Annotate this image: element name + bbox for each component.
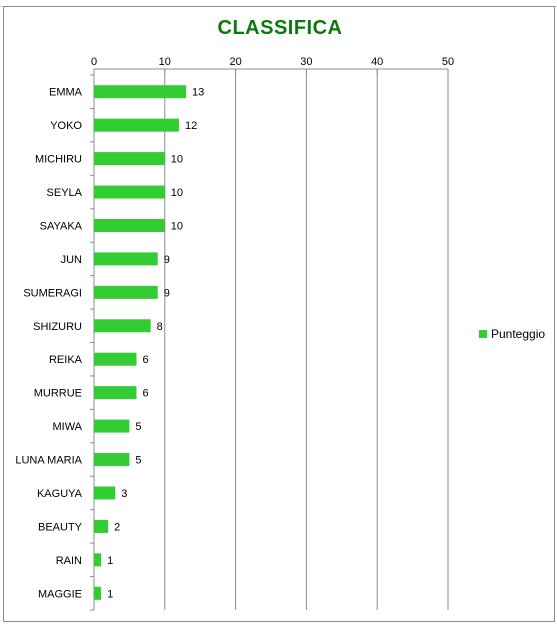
category-label: YOKO [50,120,82,132]
data-label: 2 [114,521,120,533]
data-label: 10 [171,154,183,166]
data-label: 9 [164,287,170,299]
chart-area[interactable]: CLASSIFICA 0 10 20 30 40 50 EMMA 13 YOKO 12 MICHIR… [3,6,555,622]
x-tick-label: 50 [442,56,454,68]
category-label: EMMA [49,87,83,99]
data-label: 5 [135,455,141,467]
bar [94,419,130,433]
category-label: BEAUTY [38,521,83,533]
bar [94,252,158,266]
category-label: SEYLA [47,187,83,199]
bar [94,85,187,99]
bar [94,352,137,366]
x-tick-label: 30 [300,56,312,68]
category-label: REIKA [49,354,83,366]
category-label: SAYAKA [40,220,83,232]
category-label: KAGUYA [37,488,83,500]
data-label: 13 [192,87,204,99]
data-label: 1 [107,588,113,600]
bar [94,285,158,299]
data-label: 8 [157,321,163,333]
data-label: 6 [142,354,148,366]
legend: Punteggio [479,327,545,341]
bar [94,486,116,500]
category-label: SUMERAGI [23,287,82,299]
category-label: LUNA MARIA [15,455,82,467]
data-label: 10 [171,220,183,232]
bar [94,586,102,600]
data-label: 6 [142,388,148,400]
category-label: MIWA [52,421,82,433]
category-label: RAIN [56,555,82,567]
data-label: 12 [185,120,197,132]
bar [94,386,137,400]
category-label: MAGGIE [38,588,82,600]
category-label: JUN [61,254,82,266]
data-label: 10 [171,187,183,199]
category-label: SHIZURU [33,321,82,333]
x-tick-label: 20 [229,56,241,68]
legend-label-punteggio: Punteggio [491,327,546,341]
bar [94,152,165,166]
x-tick-label: 0 [91,56,97,68]
data-label: 3 [121,488,127,500]
bar [94,185,165,199]
x-tick-label: 40 [371,56,383,68]
data-label: 9 [164,254,170,266]
x-tick-label: 10 [159,56,171,68]
legend-swatch-punteggio [479,330,487,338]
bar [94,218,165,232]
bar [94,319,151,333]
data-label: 1 [107,555,113,567]
chart-title: CLASSIFICA [217,17,343,39]
bar [94,118,179,132]
category-label: MICHIRU [35,154,82,166]
bar [94,553,102,567]
data-label: 5 [135,421,141,433]
category-label: MURRUE [34,388,82,400]
bar [94,453,130,467]
bar [94,519,109,533]
